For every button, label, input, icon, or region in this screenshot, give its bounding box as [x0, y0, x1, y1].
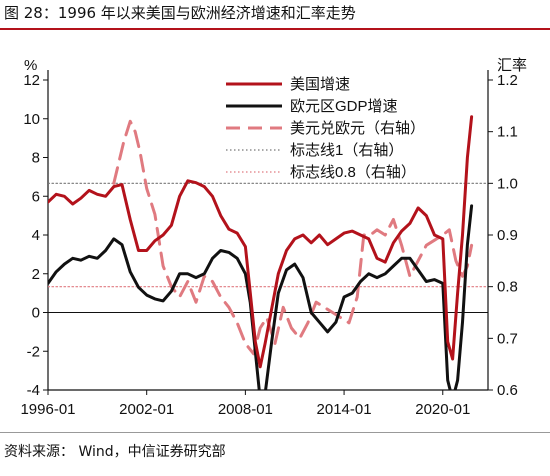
source-note: 资料来源： Wind，中信证券研究部 [4, 444, 226, 460]
x-tick-label: 1996-01 [20, 401, 75, 418]
right-tick-label: 0.8 [497, 279, 518, 296]
left-axis-unit: % [24, 57, 37, 74]
x-tick-label: 2014-01 [317, 401, 372, 418]
right-tick-label: 0.7 [497, 330, 518, 347]
legend-label-1: 欧元区GDP增速 [290, 98, 398, 115]
left-tick-label: -4 [27, 382, 40, 399]
left-tick-label: 8 [32, 150, 40, 167]
figure-title: 图 28：1996 年以来美国与欧洲经济增速和汇率走势 [4, 4, 356, 22]
right-axis-unit: 汇率 [497, 57, 527, 74]
right-tick-label: 0.6 [497, 382, 518, 399]
legend-label-3: 标志线1（右轴） [290, 142, 403, 159]
right-tick-label: 0.9 [497, 227, 518, 244]
left-tick-label: 0 [32, 305, 40, 322]
left-tick-label: 2 [32, 266, 40, 283]
source-divider [0, 432, 550, 433]
legend-label-0: 美国增速 [290, 76, 350, 93]
left-tick-label: 4 [32, 227, 40, 244]
title-divider [0, 28, 550, 30]
growth-fx-chart: % 汇率 -4 -2 0 2 4 6 8 10 12 0.6 0.7 0.8 0.9 1.0 1.1 1.2 199… [20, 57, 527, 418]
series-line-2 [112, 119, 474, 356]
right-tick-label: 1.1 [497, 124, 518, 141]
legend-label-2: 美元兑欧元（右轴） [290, 120, 425, 137]
left-tick-label: 10 [23, 111, 40, 128]
right-tick-label: 1.2 [497, 72, 518, 89]
left-tick-label: 12 [23, 72, 40, 89]
right-tick-label: 1.0 [497, 175, 518, 192]
left-tick-label: 6 [32, 188, 40, 205]
series-line-0 [48, 115, 474, 369]
x-tick-label: 2020-01 [415, 401, 470, 418]
legend-label-4: 标志线0.8（右轴） [290, 164, 416, 181]
left-tick-label: -2 [27, 343, 40, 360]
series-line-1 [48, 204, 474, 390]
x-tick-label: 2002-01 [119, 401, 174, 418]
x-tick-label: 2008-01 [218, 401, 273, 418]
